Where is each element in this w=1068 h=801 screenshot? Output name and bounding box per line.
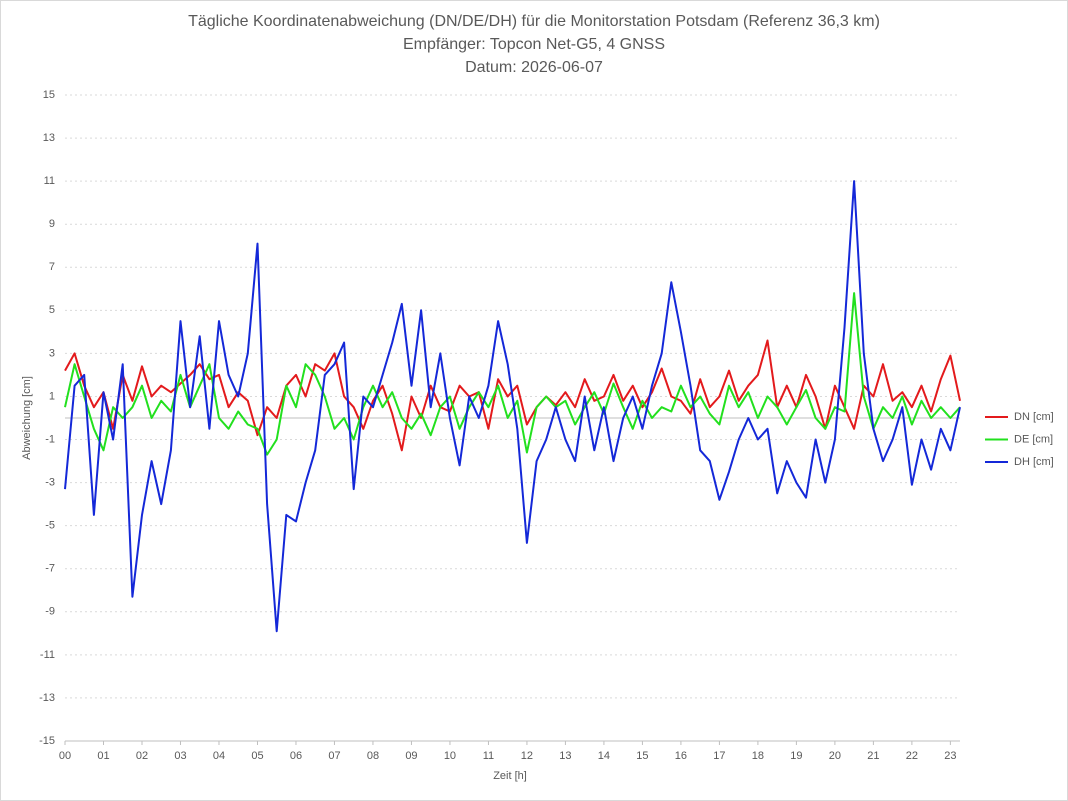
x-tick-label: 09 xyxy=(405,750,417,762)
x-tick-label: 08 xyxy=(367,750,379,762)
y-tick-label: 9 xyxy=(49,218,55,230)
y-tick-label: -9 xyxy=(45,606,55,618)
legend-label: DN [cm] xyxy=(1014,411,1054,423)
x-tick-label: 14 xyxy=(598,750,610,762)
x-tick-label: 11 xyxy=(483,750,494,762)
x-tick-label: 15 xyxy=(636,750,648,762)
x-tick-label: 10 xyxy=(444,750,456,762)
chart-subtitle: Empfänger: Topcon Net-G5, 4 GNSS xyxy=(403,36,665,53)
legend-label: DH [cm] xyxy=(1014,456,1054,468)
x-tick-label: 20 xyxy=(829,750,841,762)
x-tick-label: 12 xyxy=(521,750,533,762)
data-line xyxy=(64,292,961,456)
y-tick-label: 7 xyxy=(49,261,55,273)
chart-title: Tägliche Koordinatenabweichung (DN/DE/DH… xyxy=(188,13,880,30)
y-tick-label: 15 xyxy=(43,89,55,101)
y-tick-label: 11 xyxy=(44,175,55,187)
y-tick-label: -3 xyxy=(45,477,55,489)
y-tick-label: -11 xyxy=(40,649,55,661)
x-tick-label: 21 xyxy=(867,750,879,762)
x-tick-label: 13 xyxy=(559,750,571,762)
x-tick-label: 00 xyxy=(59,750,71,762)
y-tick-label: -1 xyxy=(45,433,55,445)
y-tick-label: -7 xyxy=(45,563,55,575)
x-tick-label: 05 xyxy=(251,750,263,762)
x-tick-label: 23 xyxy=(944,750,956,762)
x-tick-label: 06 xyxy=(290,750,302,762)
x-tick-label: 04 xyxy=(213,750,225,762)
y-tick-label: 1 xyxy=(49,390,55,402)
y-tick-label: 13 xyxy=(43,132,55,144)
legend-label: DE [cm] xyxy=(1014,433,1053,445)
data-line xyxy=(64,180,961,633)
x-tick-label: 22 xyxy=(906,750,918,762)
y-tick-label: 5 xyxy=(49,304,55,316)
x-tick-label: 07 xyxy=(328,750,340,762)
x-tick-label: 19 xyxy=(790,750,802,762)
y-axis-label: Abweichung [cm] xyxy=(21,376,33,460)
y-tick-label: -13 xyxy=(39,692,55,704)
x-tick-label: 02 xyxy=(136,750,148,762)
x-tick-label: 01 xyxy=(97,750,109,762)
chart-date: Datum: 2026-06-07 xyxy=(465,59,603,76)
x-tick-label: 16 xyxy=(675,750,687,762)
x-axis-label: Zeit [h] xyxy=(493,770,527,782)
x-tick-label: 17 xyxy=(713,750,725,762)
x-tick-label: 03 xyxy=(174,750,186,762)
y-tick-label: -15 xyxy=(39,735,55,747)
y-tick-label: -5 xyxy=(45,520,55,532)
x-tick-label: 18 xyxy=(752,750,764,762)
y-tick-label: 3 xyxy=(49,347,55,359)
